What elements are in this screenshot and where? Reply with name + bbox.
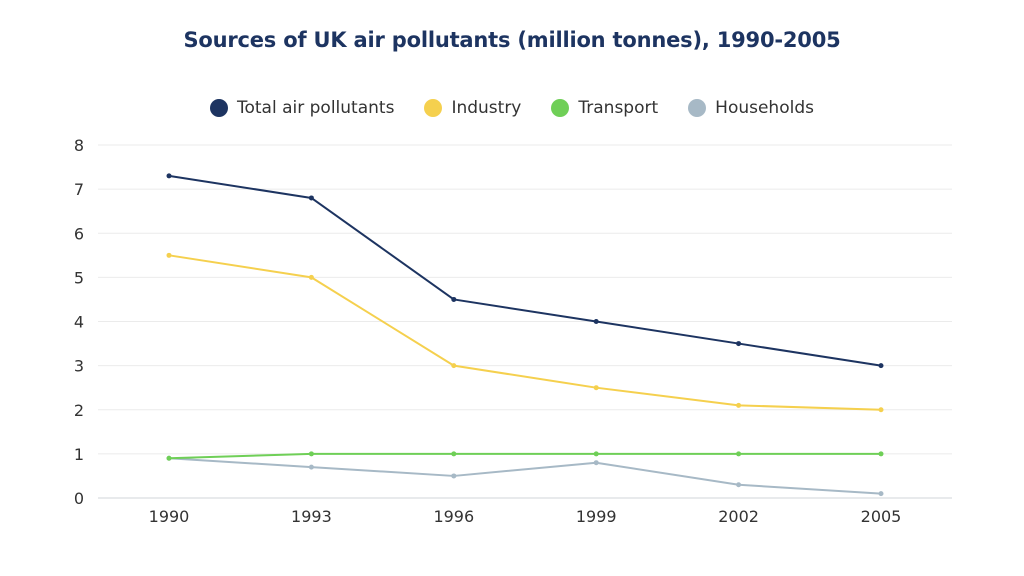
y-tick-label: 8 [74,136,84,155]
data-point[interactable] [308,274,314,280]
legend-marker-icon [424,99,443,117]
data-point[interactable] [166,455,172,461]
legend-label: Total air pollutants [237,98,395,118]
data-point[interactable] [451,363,457,369]
y-tick-label: 3 [74,357,84,376]
legend-marker-icon [551,99,570,117]
data-point[interactable] [593,451,599,457]
data-point[interactable] [878,451,884,457]
y-tick-label: 4 [74,313,84,332]
legend: Total air pollutants Industry Transport … [0,98,1024,118]
data-point[interactable] [736,482,742,488]
x-tick-label: 2005 [861,507,902,526]
data-point[interactable] [308,464,314,470]
series-transport [166,451,884,461]
series-households [166,455,884,497]
data-point[interactable] [166,173,172,179]
y-tick-label: 7 [74,180,84,199]
x-tick-label: 1999 [576,507,617,526]
legend-label: Industry [451,98,522,118]
legend-marker-icon [688,99,707,117]
data-point[interactable] [451,296,457,302]
legend-item-transport[interactable]: Transport [551,98,658,118]
series-industry [166,252,884,413]
data-point[interactable] [451,451,457,457]
gridlines [98,144,952,499]
legend-item-industry[interactable]: Industry [424,98,521,118]
x-tick-label: 2002 [718,507,759,526]
x-tick-label: 1996 [433,507,474,526]
series-line-transport [168,452,881,460]
series-total-air-pollutants [166,173,884,369]
data-point[interactable] [593,460,599,466]
chart-title: Sources of UK air pollutants (million to… [183,28,841,52]
legend-marker-icon [210,99,228,117]
series-lines [166,173,884,497]
series-line-households [168,457,882,495]
y-axis: 0 1 2 3 4 5 6 7 8 [74,136,84,508]
series-line-total-air-pollutants [168,174,882,367]
x-axis: 1990 1993 1996 1999 2002 2005 [149,507,902,526]
data-point[interactable] [593,319,599,324]
x-tick-label: 1990 [149,507,190,526]
x-tick-label: 1993 [291,507,332,526]
data-point[interactable] [878,407,884,413]
data-point[interactable] [878,363,884,369]
data-point[interactable] [451,473,457,479]
data-point[interactable] [308,451,314,457]
y-tick-label: 5 [74,268,84,287]
legend-item-households[interactable]: Households [688,98,814,118]
y-tick-label: 1 [74,445,84,464]
data-point[interactable] [736,402,742,408]
data-point[interactable] [593,385,599,391]
y-tick-label: 6 [74,224,84,243]
legend-label: Households [715,98,814,118]
series-line-industry [168,254,882,411]
y-tick-label: 2 [74,401,84,420]
data-point[interactable] [166,252,172,258]
y-tick-label: 0 [74,489,84,508]
data-point[interactable] [736,341,742,347]
legend-item-total[interactable]: Total air pollutants [210,98,394,118]
data-point[interactable] [878,491,884,497]
legend-label: Transport [578,98,659,118]
data-point[interactable] [308,195,314,201]
data-point[interactable] [736,451,742,457]
